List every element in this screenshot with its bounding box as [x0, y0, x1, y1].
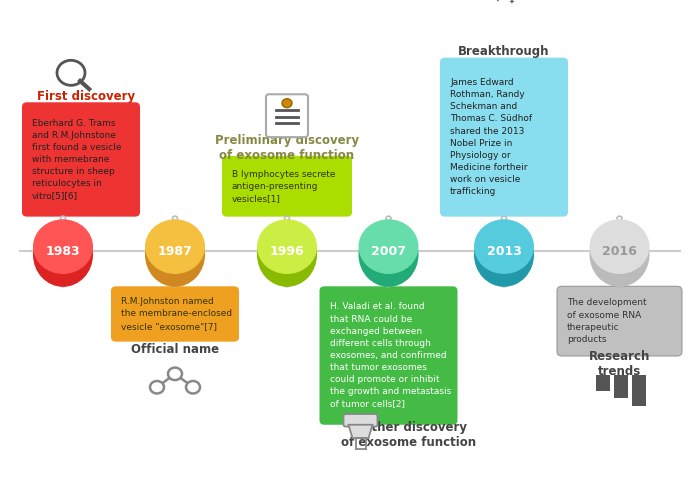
FancyBboxPatch shape	[111, 286, 239, 342]
Bar	[596, 375, 610, 391]
Circle shape	[60, 216, 66, 220]
Text: Eberhard G. Trams
and R.M.Johnstone
first found a vesicle
with memebrane
structu: Eberhard G. Trams and R.M.Johnstone firs…	[32, 119, 122, 200]
Ellipse shape	[358, 220, 419, 274]
Text: ✦: ✦	[495, 0, 501, 2]
Circle shape	[60, 282, 66, 287]
FancyBboxPatch shape	[440, 58, 568, 217]
Text: James Edward
Rothman, Randy
Schekman and
Thomas C. Südhof
shared the 2013
Nobel : James Edward Rothman, Randy Schekman and…	[450, 78, 532, 196]
FancyBboxPatch shape	[344, 414, 377, 426]
Text: 2013: 2013	[486, 245, 522, 258]
Text: 2007: 2007	[371, 245, 406, 258]
Circle shape	[172, 216, 178, 220]
Circle shape	[501, 216, 507, 220]
Text: ✦: ✦	[509, 0, 515, 4]
FancyBboxPatch shape	[266, 94, 308, 137]
Text: 2016: 2016	[602, 245, 637, 258]
Circle shape	[501, 282, 507, 287]
Bar	[613, 375, 627, 398]
Ellipse shape	[257, 222, 317, 287]
Ellipse shape	[474, 222, 534, 287]
Ellipse shape	[358, 222, 419, 287]
Circle shape	[284, 216, 290, 220]
Text: B lymphocytes secrete
antigen-presenting
vesicles[1]: B lymphocytes secrete antigen-presenting…	[232, 170, 335, 203]
Circle shape	[617, 216, 622, 220]
Circle shape	[172, 282, 178, 287]
Text: H. Valadi et al. found
that RNA could be
exchanged between
different cells throu: H. Valadi et al. found that RNA could be…	[330, 302, 451, 409]
Ellipse shape	[589, 220, 650, 274]
Ellipse shape	[257, 220, 317, 274]
Ellipse shape	[33, 220, 93, 274]
Ellipse shape	[474, 220, 534, 274]
FancyBboxPatch shape	[319, 286, 458, 425]
FancyBboxPatch shape	[557, 286, 682, 356]
Polygon shape	[349, 425, 372, 438]
Text: Breakthrough: Breakthrough	[458, 45, 550, 58]
Text: Preliminary discovery
of exosome function: Preliminary discovery of exosome functio…	[215, 134, 359, 162]
Circle shape	[282, 98, 292, 108]
Ellipse shape	[145, 220, 205, 274]
FancyBboxPatch shape	[222, 156, 352, 217]
Ellipse shape	[33, 222, 93, 287]
Text: R.M.Johnston named
the membrane-enclosed
vesicle "exosome"[7]: R.M.Johnston named the membrane-enclosed…	[121, 297, 232, 331]
Circle shape	[186, 381, 200, 393]
Circle shape	[386, 216, 391, 220]
Text: 1987: 1987	[158, 245, 192, 258]
Ellipse shape	[145, 222, 205, 287]
Circle shape	[168, 368, 182, 380]
Text: Further discovery
of exosome function: Further discovery of exosome function	[341, 420, 476, 448]
Circle shape	[284, 282, 290, 287]
Circle shape	[617, 282, 622, 287]
Ellipse shape	[589, 222, 650, 287]
Text: Research
trends: Research trends	[589, 350, 650, 378]
FancyBboxPatch shape	[22, 102, 140, 217]
Circle shape	[386, 282, 391, 287]
Text: First discovery: First discovery	[37, 90, 135, 102]
Text: Official name: Official name	[131, 343, 219, 356]
Text: 1983: 1983	[46, 245, 80, 258]
Bar	[631, 375, 645, 406]
Text: 1996: 1996	[270, 245, 304, 258]
Circle shape	[150, 381, 164, 393]
Text: The development
of exosome RNA
therapeutic
products: The development of exosome RNA therapeut…	[567, 298, 647, 344]
